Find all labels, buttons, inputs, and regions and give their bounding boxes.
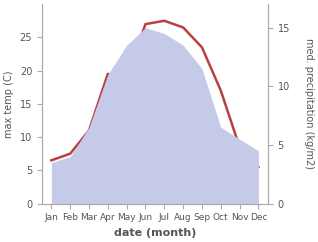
X-axis label: date (month): date (month)	[114, 228, 196, 238]
Y-axis label: med. precipitation (kg/m2): med. precipitation (kg/m2)	[304, 38, 314, 169]
Y-axis label: max temp (C): max temp (C)	[4, 70, 14, 138]
